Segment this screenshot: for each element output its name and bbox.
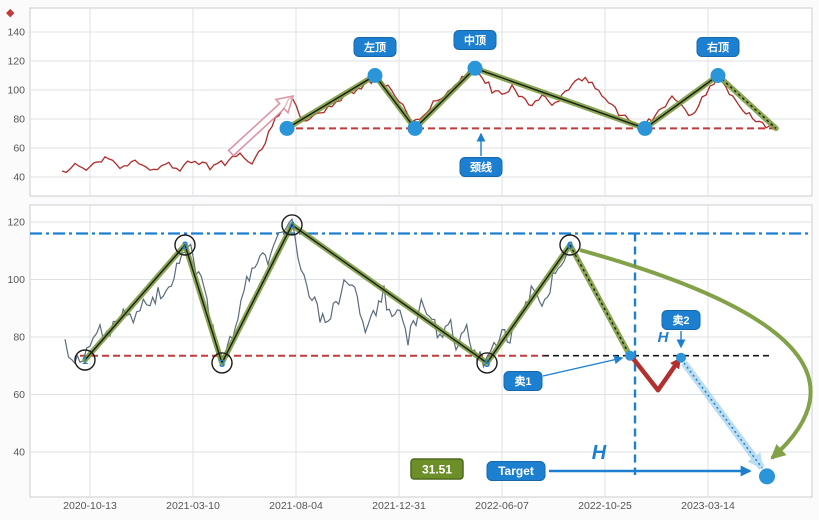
label-middle-top-text: 中顶 — [464, 33, 486, 47]
x-tick-label: 2023-03-14 — [681, 500, 735, 512]
sell-label-1-text: 卖1 — [514, 374, 531, 388]
top-pivot-dot — [407, 120, 423, 136]
bottom-ytick-label: 100 — [7, 274, 25, 286]
pivot-number-circle — [559, 234, 581, 256]
pivot-number-circle — [476, 352, 498, 374]
pivot-number-text: 4 — [289, 220, 296, 232]
x-tick-label: 2020-10-13 — [63, 500, 117, 512]
pivot-number-text: 1 — [82, 355, 88, 367]
pivot-number-text: 3 — [219, 358, 225, 370]
bottom-ytick-label: 80 — [13, 332, 25, 344]
watermark-glyph: ◆ — [6, 7, 15, 19]
bottom-ytick-label: 40 — [13, 447, 25, 459]
top-ytick-label: 80 — [13, 114, 25, 126]
pivot-number-text: 2 — [182, 240, 188, 252]
x-tick-label: 2021-12-31 — [372, 500, 426, 512]
top-ytick-label: 120 — [7, 56, 25, 68]
bottom-ytick-label: 60 — [13, 389, 25, 401]
label-neckline-box — [459, 157, 503, 177]
label-middle-top-box — [453, 30, 497, 50]
target-label-box — [486, 461, 546, 481]
top-pivot-dot — [710, 68, 726, 83]
target-value-box — [410, 458, 464, 480]
top-ytick-label: 100 — [7, 85, 25, 97]
top-ytick-label: 40 — [13, 172, 25, 184]
bottom-zigzag-projection-core — [569, 244, 631, 357]
x-tick-label: 2021-03-10 — [166, 500, 220, 512]
bottom-panel — [29, 204, 813, 498]
height-label-1: H — [658, 329, 670, 346]
top-zigzag-projection-core — [717, 74, 777, 129]
bottom-price-line — [64, 217, 571, 369]
pullback-v — [630, 355, 682, 393]
pivot-number-circle — [281, 214, 303, 236]
sell-label-2-box — [661, 310, 701, 330]
x-tick-label: 2021-08-04 — [269, 500, 323, 512]
height-label-2: H — [592, 442, 607, 464]
x-tick-label: 2022-10-25 — [578, 500, 632, 512]
top-pivot-dot — [637, 120, 653, 136]
target-value-text: 31.51 — [422, 463, 452, 477]
label-right-top-box — [696, 37, 740, 57]
top-pivot-dot — [367, 68, 383, 83]
top-price-line — [61, 68, 776, 174]
bottom-ytick-label: 120 — [7, 217, 25, 229]
sell-point-dot — [676, 352, 686, 363]
top-pivot-dot — [467, 60, 483, 76]
target-label-text: Target — [498, 464, 534, 478]
x-tick-label: 2022-06-07 — [475, 500, 529, 512]
uptrend-hollow-arrow — [227, 94, 295, 157]
target-curve-arrow — [579, 248, 813, 460]
pivot-number-circle — [74, 349, 96, 371]
label-right-top-text: 右顶 — [706, 40, 729, 54]
top-pivot-dot — [279, 120, 295, 136]
pivot-number-text: 6 — [567, 240, 573, 252]
pivot-number-circle — [211, 352, 233, 374]
pivot-number-circle — [174, 234, 196, 256]
sell-label-1-box — [503, 371, 543, 391]
label-neckline-text: 颈线 — [470, 160, 492, 174]
target-dot — [759, 468, 775, 485]
sell-point-dot — [625, 350, 635, 361]
top-ytick-label: 60 — [13, 143, 25, 155]
sell-label-2-text: 卖2 — [672, 313, 689, 327]
top-ytick-label: 140 — [7, 27, 25, 39]
pivot-number-text: 5 — [484, 358, 490, 370]
bottom-zigzag-core — [84, 224, 571, 364]
projection-dotted-core — [683, 362, 763, 469]
label-left-top-text: 左顶 — [363, 40, 386, 54]
sell-label-1-pointer-arrow — [542, 355, 624, 377]
label-left-top-box — [353, 37, 397, 57]
top-zigzag-core — [286, 67, 719, 130]
